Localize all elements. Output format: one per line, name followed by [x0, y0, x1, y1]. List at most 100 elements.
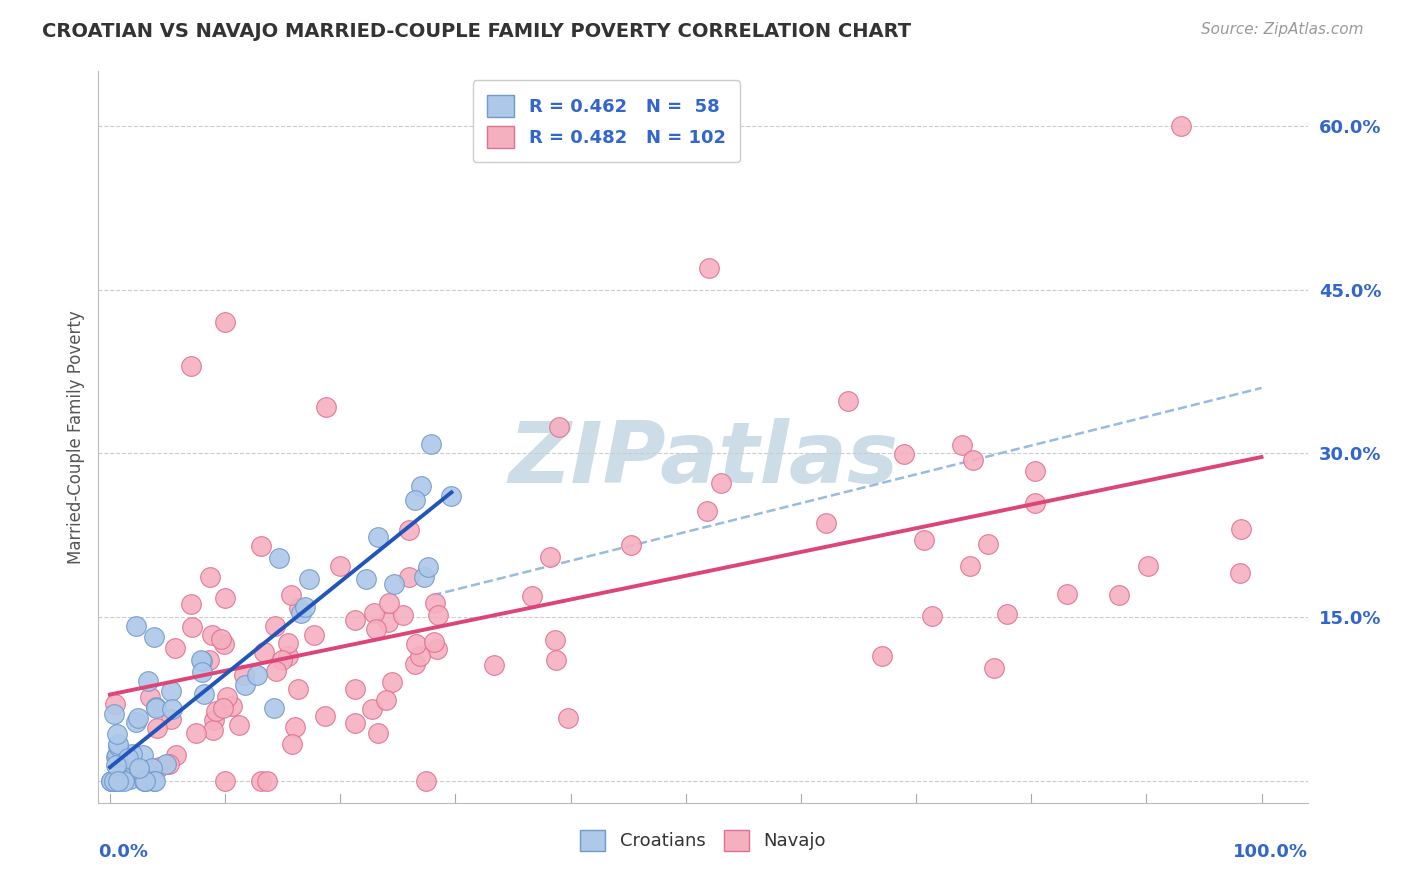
- Point: [211, 700, 233, 714]
- Point: [264, 664, 287, 678]
- Point: [697, 260, 720, 275]
- Point: [1230, 522, 1253, 536]
- Point: [1136, 558, 1159, 573]
- Point: [404, 493, 426, 508]
- Point: [190, 653, 212, 667]
- Point: [363, 606, 385, 620]
- Point: [710, 475, 733, 490]
- Point: [1229, 566, 1251, 580]
- Point: [288, 601, 311, 615]
- Point: [374, 692, 396, 706]
- Point: [209, 632, 232, 646]
- Point: [392, 608, 415, 623]
- Point: [145, 701, 167, 715]
- Point: [415, 774, 437, 789]
- Point: [198, 570, 221, 584]
- Point: [547, 419, 569, 434]
- Point: [107, 737, 129, 751]
- Y-axis label: Married-Couple Family Poverty: Married-Couple Family Poverty: [66, 310, 84, 564]
- Point: [215, 690, 238, 704]
- Point: [912, 533, 935, 548]
- Point: [148, 760, 170, 774]
- Point: [105, 726, 128, 740]
- Point: [121, 747, 143, 762]
- Point: [180, 597, 202, 611]
- Point: [100, 774, 122, 789]
- Point: [404, 657, 426, 671]
- Point: [159, 683, 181, 698]
- Text: Source: ZipAtlas.com: Source: ZipAtlas.com: [1201, 22, 1364, 37]
- Point: [134, 764, 156, 778]
- Point: [228, 718, 250, 732]
- Point: [281, 737, 304, 751]
- Point: [190, 654, 212, 668]
- Point: [160, 702, 183, 716]
- Point: [249, 774, 271, 789]
- Point: [143, 774, 166, 789]
- Point: [360, 702, 382, 716]
- Point: [157, 756, 180, 771]
- Point: [409, 479, 432, 493]
- Text: CROATIAN VS NAVAJO MARRIED-COUPLE FAMILY POVERTY CORRELATION CHART: CROATIAN VS NAVAJO MARRIED-COUPLE FAMILY…: [42, 22, 911, 41]
- Point: [619, 538, 641, 552]
- Point: [233, 668, 256, 682]
- Point: [302, 628, 325, 642]
- Point: [202, 723, 225, 738]
- Point: [107, 774, 129, 789]
- Point: [267, 550, 290, 565]
- Point: [101, 774, 124, 789]
- Point: [103, 774, 125, 789]
- Point: [263, 700, 285, 714]
- Point: [115, 756, 138, 770]
- Point: [214, 637, 236, 651]
- Point: [377, 615, 399, 630]
- Point: [1108, 588, 1130, 602]
- Point: [314, 709, 336, 723]
- Point: [343, 613, 366, 627]
- Point: [959, 558, 981, 573]
- Point: [135, 774, 157, 789]
- Point: [1024, 496, 1046, 510]
- Point: [180, 359, 202, 373]
- Point: [284, 720, 307, 734]
- Point: [112, 774, 135, 789]
- Point: [160, 712, 183, 726]
- Point: [382, 577, 405, 591]
- Point: [221, 699, 243, 714]
- Point: [100, 774, 122, 789]
- Point: [214, 774, 236, 789]
- Point: [837, 394, 859, 409]
- Point: [124, 619, 146, 633]
- Text: 0.0%: 0.0%: [98, 843, 149, 861]
- Point: [155, 756, 177, 771]
- Point: [872, 648, 894, 663]
- Point: [419, 437, 441, 451]
- Point: [315, 401, 337, 415]
- Point: [246, 668, 269, 682]
- Point: [329, 559, 352, 574]
- Point: [256, 774, 278, 789]
- Point: [235, 678, 257, 692]
- Point: [1170, 119, 1192, 133]
- Point: [962, 452, 984, 467]
- Point: [141, 761, 163, 775]
- Point: [165, 640, 187, 655]
- Point: [136, 673, 159, 688]
- Point: [298, 573, 321, 587]
- Point: [409, 649, 432, 664]
- Point: [294, 600, 316, 615]
- Point: [143, 774, 166, 789]
- Point: [201, 628, 224, 642]
- Point: [921, 608, 943, 623]
- Point: [146, 721, 169, 735]
- Point: [117, 751, 139, 765]
- Point: [253, 644, 276, 658]
- Point: [398, 523, 420, 537]
- Point: [193, 687, 215, 701]
- Point: [128, 763, 150, 777]
- Point: [134, 774, 156, 789]
- Point: [204, 713, 226, 727]
- Point: [426, 642, 449, 657]
- Point: [696, 504, 718, 518]
- Point: [104, 697, 127, 711]
